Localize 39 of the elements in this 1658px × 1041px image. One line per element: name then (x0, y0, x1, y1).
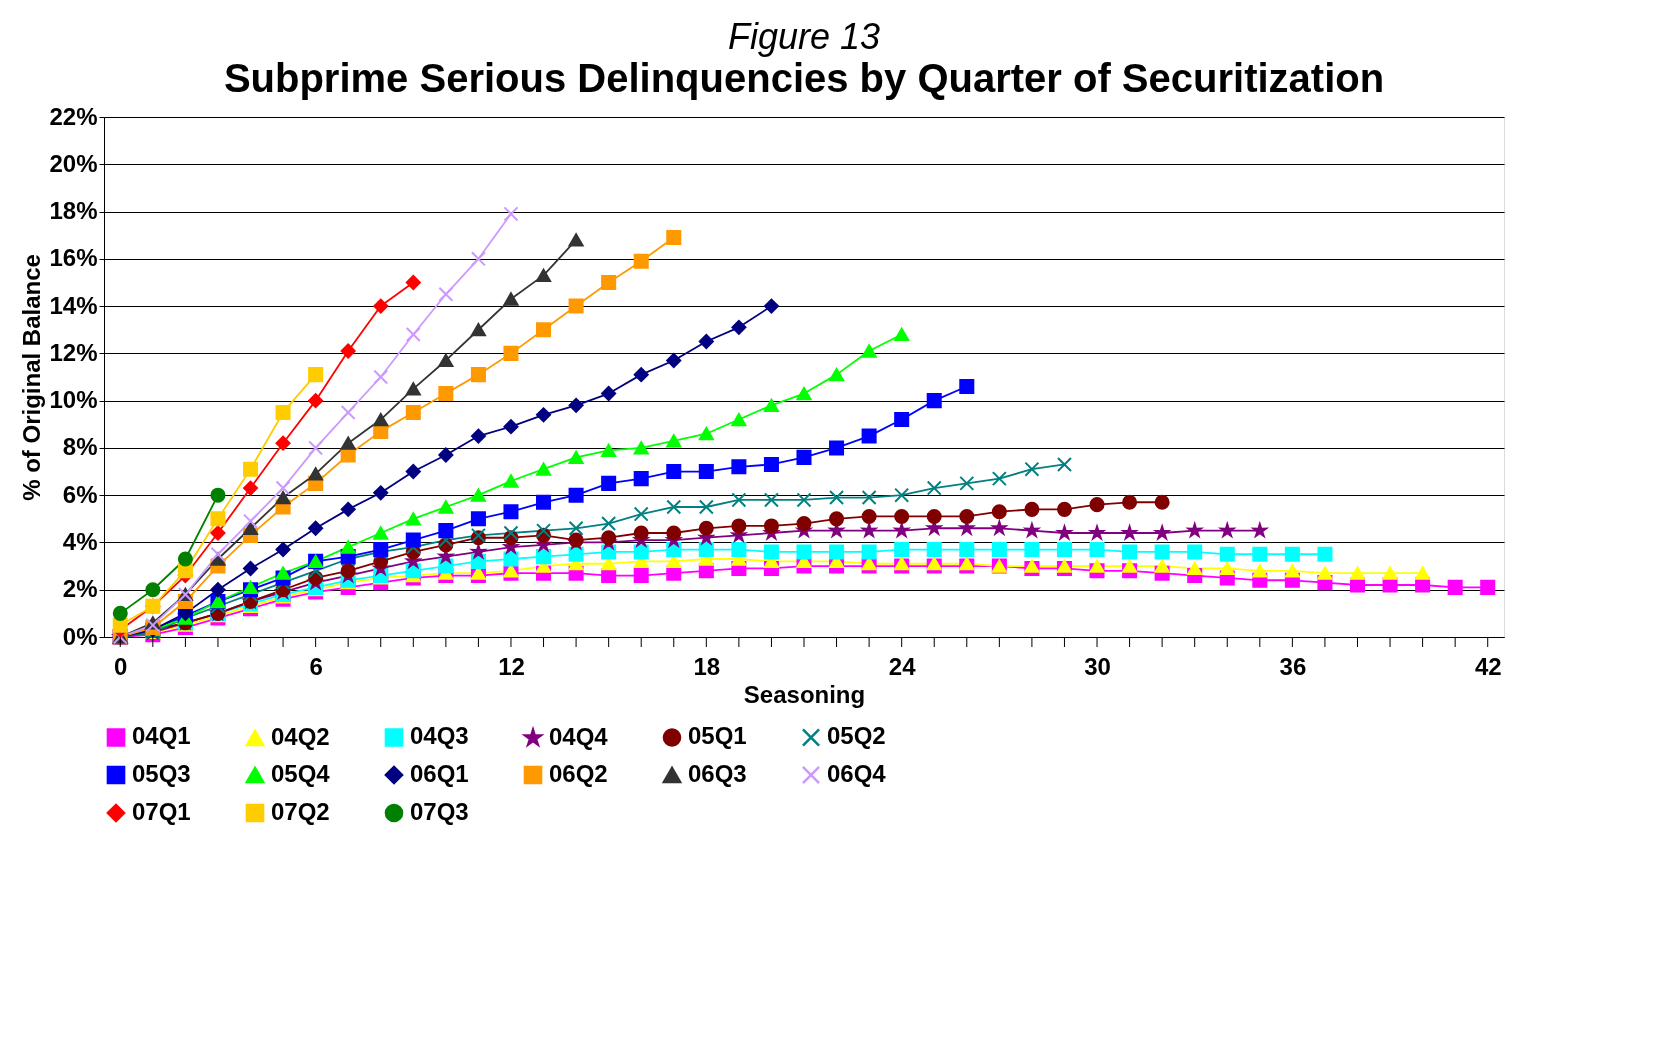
legend-label: 06Q2 (549, 760, 608, 787)
legend-label: 06Q1 (410, 760, 469, 787)
y-tick-label: 14% (49, 291, 98, 319)
x-tick-label: 12 (498, 652, 525, 680)
y-tick-label: 20% (49, 149, 98, 177)
legend-label: 04Q2 (271, 723, 330, 750)
chart-subtitle: Figure 13 (727, 16, 881, 57)
y-axis-title: % of Original Balance (18, 254, 46, 501)
y-tick-label: 8% (62, 433, 98, 461)
legend-label: 05Q2 (827, 722, 886, 750)
y-tick-label: 18% (49, 197, 98, 225)
legend-label: 04Q3 (410, 722, 469, 750)
legend-label: 05Q4 (271, 760, 331, 787)
x-tick-label: 24 (888, 652, 917, 680)
y-tick-label: 6% (62, 480, 98, 508)
chart-title: Subprime Serious Delinquencies by Quarter of Securitization (223, 56, 1385, 100)
y-tick-label: 10% (49, 386, 98, 414)
x-tick-label: 42 (1474, 652, 1502, 680)
y-tick-label: 22% (49, 102, 98, 130)
y-tick-label: 4% (62, 527, 98, 555)
legend-label: 06Q3 (688, 760, 747, 787)
y-tick-label: 16% (49, 244, 98, 272)
x-tick-label: 18 (693, 652, 721, 680)
x-tick-label: 30 (1084, 652, 1111, 680)
legend-label: 05Q3 (132, 760, 191, 787)
x-tick-label: 6 (309, 652, 323, 680)
y-tick-label: 2% (62, 575, 98, 603)
legend-label: 07Q3 (410, 798, 469, 825)
y-tick-label: 12% (49, 338, 98, 366)
legend-label: 04Q1 (132, 722, 191, 750)
y-tick-label: 0% (62, 622, 98, 650)
legend-label: 07Q1 (132, 798, 191, 825)
legend-label: 07Q2 (271, 798, 330, 825)
x-tick-label: 0 (114, 652, 128, 680)
x-tick-label: 36 (1279, 652, 1307, 680)
legend-label: 05Q1 (688, 722, 747, 750)
legend-label: 06Q4 (827, 760, 887, 787)
legend-label: 04Q4 (549, 723, 609, 750)
x-axis-title: Seasoning (743, 680, 866, 708)
